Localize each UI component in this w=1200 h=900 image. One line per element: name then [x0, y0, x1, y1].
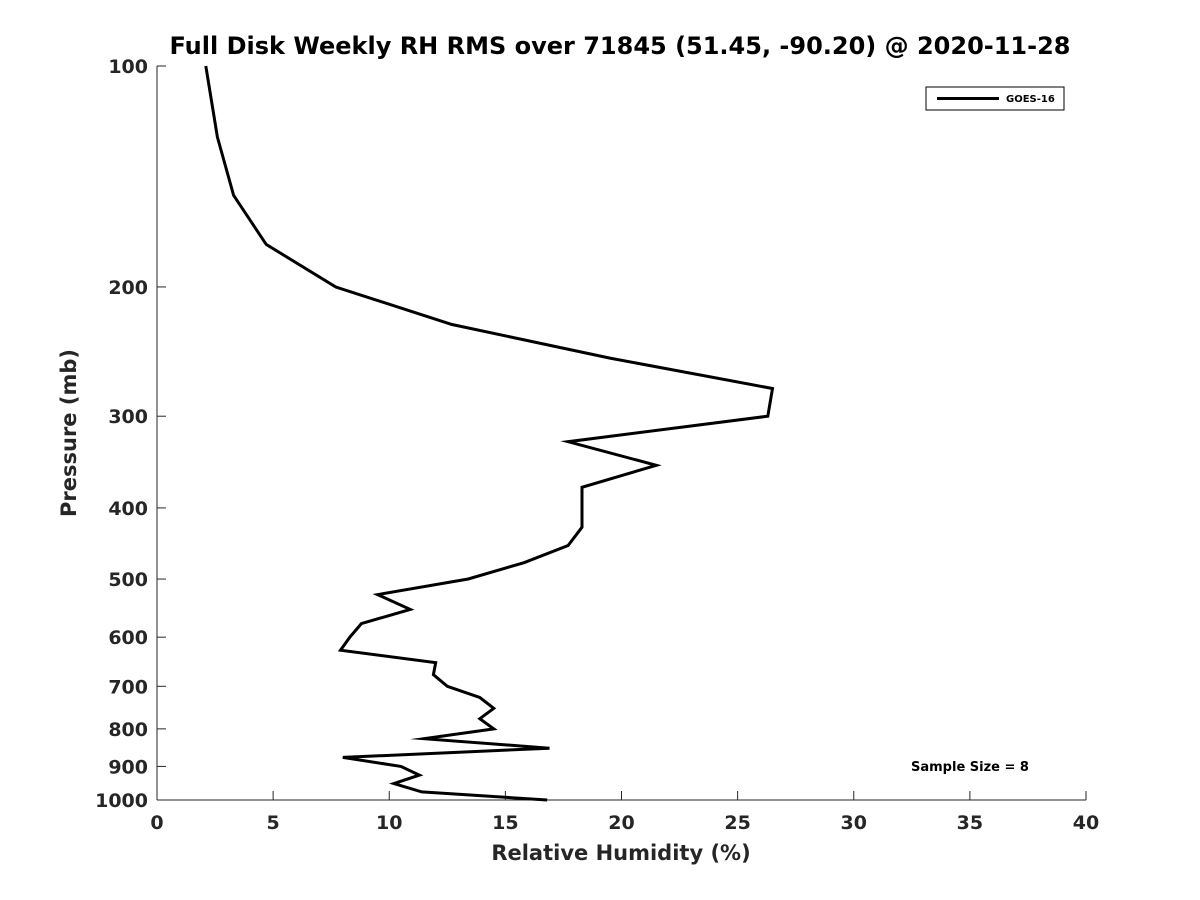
y-tick-label: 900 — [108, 756, 148, 778]
x-tick-label: 0 — [150, 812, 163, 834]
axes — [156, 66, 1086, 801]
x-tick-label: 20 — [608, 812, 634, 834]
y-axis-label: Pressure (mb) — [57, 349, 81, 517]
y-tick-label: 400 — [108, 498, 148, 520]
x-tick-label: 5 — [267, 812, 280, 834]
series-line-goes-16 — [204, 65, 775, 802]
x-axis-label: Relative Humidity (%) — [491, 841, 750, 865]
legend: GOES-16 — [925, 86, 1065, 111]
x-tick-label: 25 — [724, 812, 750, 834]
series-layer — [204, 65, 775, 802]
y-ticks: 100 200 300 400 500 600 700 800 900 1000 — [95, 56, 166, 812]
chart-title: Full Disk Weekly RH RMS over 71845 (51.4… — [169, 32, 1070, 60]
y-tick-label: 600 — [108, 627, 148, 649]
x-tick-label: 15 — [492, 812, 518, 834]
y-tick-label: 700 — [108, 676, 148, 698]
x-tick-label: 10 — [376, 812, 402, 834]
y-tick-label: 1000 — [95, 790, 148, 812]
y-tick-label: 100 — [108, 56, 148, 78]
sample-size-annotation: Sample Size = 8 — [911, 760, 1029, 775]
x-ticks: 0 5 10 15 20 25 30 35 40 — [150, 791, 1099, 834]
y-tick-label: 200 — [108, 277, 148, 299]
x-tick-label: 40 — [1073, 812, 1099, 834]
x-tick-label: 30 — [841, 812, 867, 834]
x-tick-label: 35 — [957, 812, 983, 834]
y-tick-label: 500 — [108, 569, 148, 591]
legend-label: GOES-16 — [1006, 94, 1055, 105]
y-tick-label: 800 — [108, 719, 148, 741]
y-tick-label: 300 — [108, 406, 148, 428]
